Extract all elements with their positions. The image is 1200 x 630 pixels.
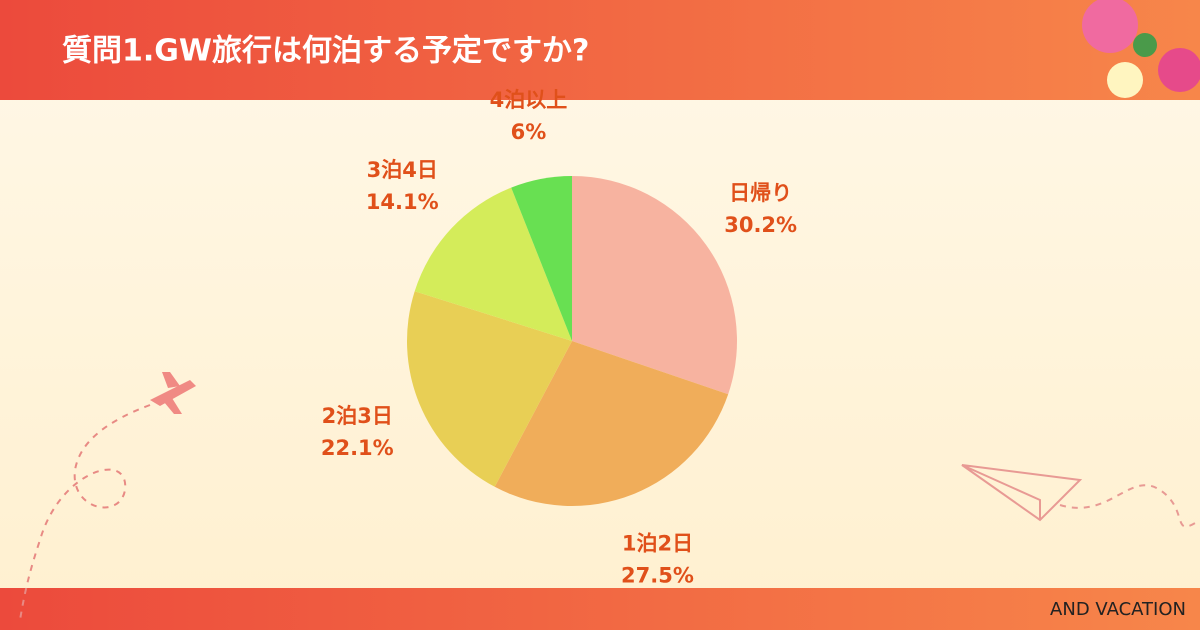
footer-text: AND VACATION	[1050, 599, 1186, 620]
pie-slice	[407, 291, 572, 487]
chart-title: 質問1.GW旅行は何泊する予定ですか?	[62, 34, 589, 69]
slice-label: 4泊以上	[490, 88, 568, 112]
pie-slice	[572, 176, 737, 395]
header-band	[0, 0, 1200, 100]
slice-label: 1泊2日	[622, 532, 693, 556]
slice-label: 2泊3日	[322, 404, 393, 428]
pie-slice	[414, 187, 572, 341]
slice-label: 日帰り	[729, 181, 792, 205]
value-label: 14.1%	[366, 190, 439, 214]
value-label: 30.2%	[724, 213, 797, 237]
value-label: 6%	[511, 120, 547, 144]
airplane-decoration	[150, 372, 196, 414]
pie-slice	[511, 176, 572, 341]
footer-band	[0, 588, 1200, 630]
slice-label: 3泊4日	[367, 158, 438, 182]
flower-decoration	[1082, 0, 1200, 98]
value-label: 22.1%	[321, 436, 394, 460]
value-label: 27.5%	[621, 564, 694, 588]
pie-slice	[494, 341, 729, 507]
flight-path	[19, 404, 151, 621]
paper-plane-decoration	[961, 464, 1200, 528]
